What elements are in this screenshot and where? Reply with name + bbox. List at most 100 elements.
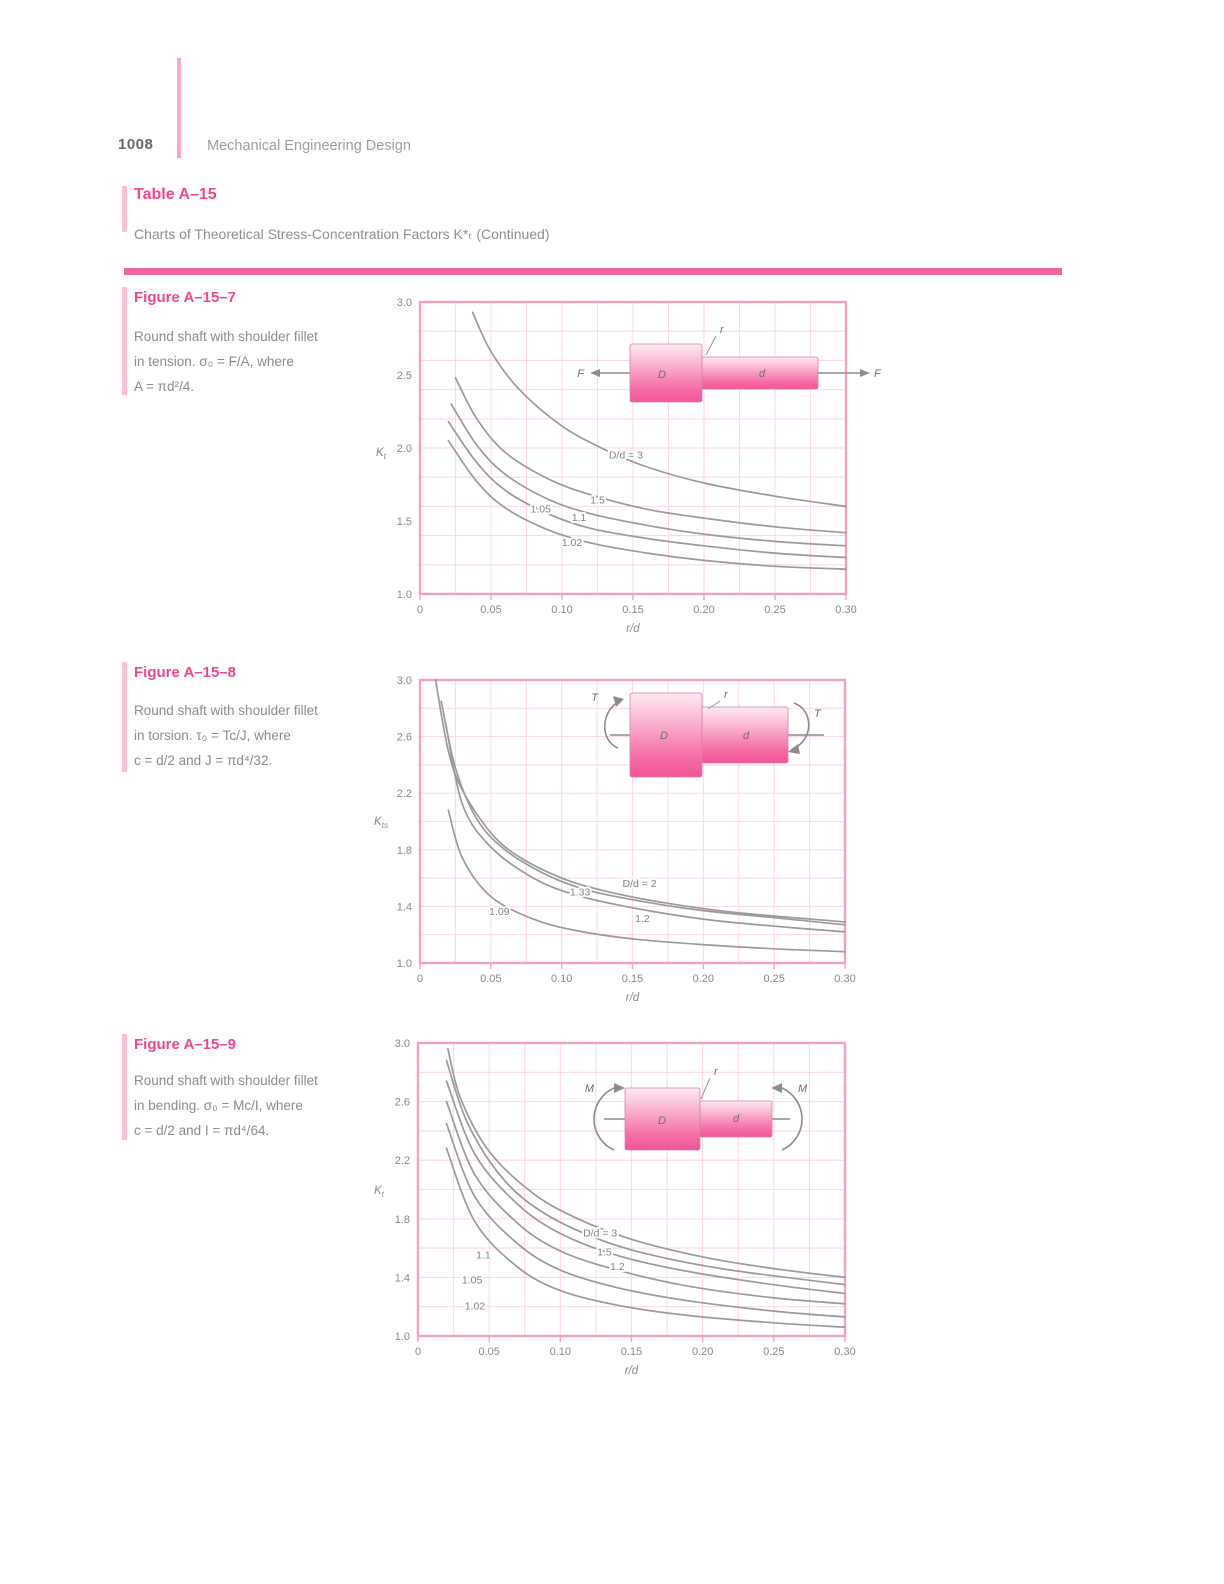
fillet-radius-label: r	[714, 1066, 719, 1078]
caption-line: Round shaft with shoulder fillet	[134, 703, 318, 718]
caption-line: Round shaft with shoulder fillet	[134, 1073, 318, 1088]
left-torque-label: T	[591, 692, 599, 704]
svg-text:0.10: 0.10	[551, 604, 572, 616]
svg-text:0.30: 0.30	[835, 604, 856, 616]
svg-text:1.5: 1.5	[397, 516, 412, 528]
svg-text:0.15: 0.15	[622, 604, 643, 616]
svg-text:0.05: 0.05	[478, 1346, 499, 1358]
figure-1-title: Figure A–15–7	[134, 289, 236, 306]
svg-text:1.02: 1.02	[465, 1301, 486, 1313]
left-torque-arrow	[604, 700, 621, 749]
right-moment-label: M	[798, 1083, 808, 1095]
svg-text:3.0: 3.0	[397, 297, 412, 309]
svg-text:1.05: 1.05	[530, 503, 551, 515]
figure-3-title: Figure A–15–9	[134, 1036, 236, 1053]
svg-text:2.0: 2.0	[397, 443, 412, 455]
svg-text:0.20: 0.20	[693, 604, 714, 616]
svg-text:1.02: 1.02	[562, 537, 583, 549]
svg-text:0.20: 0.20	[692, 1346, 713, 1358]
large-diameter-label: D	[658, 369, 666, 381]
caption-line: c = d/2 and I = πd⁴/64.	[134, 1123, 270, 1138]
figure-1-caption: Round shaft with shoulder fillet in tens…	[134, 324, 374, 399]
svg-text:0.10: 0.10	[550, 1346, 571, 1358]
small-diameter-label: d	[759, 368, 766, 380]
large-diameter-label: D	[660, 730, 668, 742]
running-header: Mechanical Engineering Design	[207, 138, 411, 154]
svg-text:1.0: 1.0	[395, 1331, 410, 1343]
shaft-diagram-torsion: r T T D d	[591, 689, 824, 778]
svg-text:1.4: 1.4	[395, 1272, 410, 1284]
caption-line: in bending. σ₀ = Mc/I, where	[134, 1098, 303, 1113]
shaft-large-section	[629, 343, 703, 403]
svg-text:r/d: r/d	[626, 992, 640, 1004]
figure-3-caption: Round shaft with shoulder fillet in bend…	[134, 1068, 374, 1143]
svg-text:0.30: 0.30	[834, 973, 855, 985]
shaft-small-section	[701, 706, 789, 764]
fillet-radius-leader	[700, 1077, 711, 1100]
header-divider-rule	[177, 58, 181, 158]
svg-text:0: 0	[417, 604, 423, 616]
svg-text:3.0: 3.0	[397, 675, 412, 687]
svg-text:1.0: 1.0	[397, 958, 412, 970]
small-diameter-label: d	[733, 1113, 740, 1125]
svg-text:2.6: 2.6	[397, 732, 412, 744]
svg-text:2.2: 2.2	[395, 1155, 410, 1167]
plot-area: 0 0.05 0.10 0.15 0.20 0.25 0.30 3.0 2.5 2.0 1.5 1.0…	[376, 297, 857, 635]
left-force-arrowhead	[590, 369, 600, 377]
svg-text:1.1: 1.1	[572, 512, 587, 524]
svg-text:r/d: r/d	[626, 623, 640, 635]
figure-3-bracket	[122, 1034, 127, 1140]
svg-text:Kt: Kt	[374, 1185, 385, 1199]
svg-text:1.33: 1.33	[570, 886, 591, 898]
svg-text:0.20: 0.20	[693, 973, 714, 985]
right-moment-arrowhead	[771, 1083, 782, 1093]
figure-1-bracket	[122, 287, 127, 395]
right-force-label: F	[874, 368, 882, 380]
svg-text:3.0: 3.0	[395, 1038, 410, 1050]
small-diameter-label: d	[743, 730, 750, 742]
svg-text:2.2: 2.2	[397, 788, 412, 800]
table-label: Table A–15	[134, 186, 217, 203]
svg-text:0.15: 0.15	[622, 973, 643, 985]
shaft-small-section	[701, 356, 819, 390]
caption-line: Round shaft with shoulder fillet	[134, 329, 318, 344]
plot-area: 0 0.05 0.10 0.15 0.20 0.25 0.30 3.0 2.6 2.2 1.8 1.4…	[374, 675, 856, 1004]
section-rule	[124, 268, 1062, 275]
svg-text:D/d = 3: D/d = 3	[609, 449, 643, 461]
svg-text:Kts: Kts	[374, 816, 389, 830]
svg-text:0.25: 0.25	[763, 1346, 784, 1358]
svg-text:1.2: 1.2	[635, 913, 650, 925]
svg-text:0: 0	[415, 1346, 421, 1358]
table-heading-bracket	[122, 186, 127, 232]
caption-line: A = πd²/4.	[134, 379, 194, 394]
fillet-radius-label: r	[724, 689, 729, 701]
svg-text:0.05: 0.05	[480, 604, 501, 616]
figure-2-title: Figure A–15–8	[134, 664, 236, 681]
svg-text:D/d = 3: D/d = 3	[583, 1227, 617, 1239]
chart-a-15-8-torsion: 0 0.05 0.10 0.15 0.20 0.25 0.30 3.0 2.6 2.2 1.8 1.4…	[374, 675, 856, 1004]
figure-2-bracket	[122, 662, 127, 772]
left-torque-arrowhead	[613, 696, 624, 707]
left-moment-arrowhead	[614, 1083, 625, 1093]
shaft-small-section	[699, 1100, 773, 1138]
caption-line: in torsion. τ₀ = Tc/J, where	[134, 728, 291, 743]
svg-text:1.4: 1.4	[397, 901, 412, 913]
svg-text:1.2: 1.2	[610, 1261, 625, 1273]
svg-text:1.5: 1.5	[597, 1246, 612, 1258]
left-moment-label: M	[585, 1083, 595, 1095]
svg-text:0.30: 0.30	[834, 1346, 855, 1358]
shaft-diagram-tension: r F F D d	[577, 324, 882, 403]
svg-text:1.05: 1.05	[462, 1274, 483, 1286]
page-number: 1008	[118, 136, 154, 153]
right-moment-arc	[781, 1087, 803, 1151]
svg-text:1.09: 1.09	[489, 906, 510, 918]
figure-2-caption: Round shaft with shoulder fillet in tors…	[134, 698, 374, 773]
svg-text:1.1: 1.1	[476, 1249, 491, 1261]
svg-text:1.0: 1.0	[397, 589, 412, 601]
left-moment-arc	[593, 1087, 615, 1151]
chart-a-15-7-tension: 0 0.05 0.10 0.15 0.20 0.25 0.30 3.0 2.5 2.0 1.5 1.0…	[376, 297, 882, 635]
chart-a-15-9-bending: 0 0.05 0.10 0.15 0.20 0.25 0.30 3.0 2.6 2.2 1.8 1.4…	[374, 1038, 856, 1377]
svg-text:0.10: 0.10	[551, 973, 572, 985]
right-force-arrowhead	[860, 369, 870, 377]
